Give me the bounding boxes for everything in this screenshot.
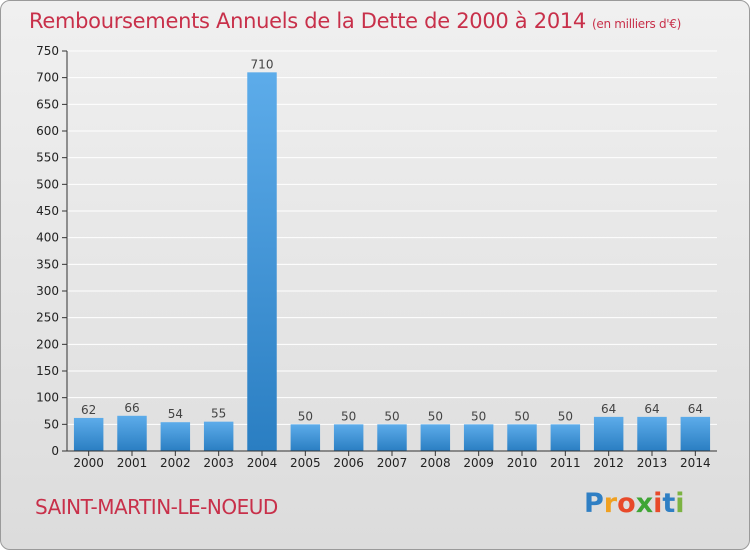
bar-value-label: 54 [168, 407, 183, 421]
bar-value-label: 710 [251, 57, 274, 71]
y-tick-label: 550 [36, 151, 59, 165]
bar-2003 [203, 421, 234, 451]
y-tick-label: 350 [36, 257, 59, 271]
y-tick-label: 0 [51, 444, 59, 458]
y-tick-label: 500 [36, 177, 59, 191]
x-tick-label: 2006 [333, 456, 364, 470]
x-tick-label: 2002 [160, 456, 191, 470]
bar-2012 [593, 416, 624, 451]
bar-2002 [160, 422, 191, 451]
y-tick-label: 750 [36, 44, 59, 58]
bar-2009 [463, 424, 494, 451]
bar-2005 [290, 424, 321, 451]
proxiti-logo: Proxiti [584, 488, 685, 519]
y-tick-label: 450 [36, 204, 59, 218]
x-tick-label: 2012 [593, 456, 624, 470]
logo-letter: i [653, 488, 663, 519]
bar-value-label: 62 [81, 403, 96, 417]
x-tick-label: 2010 [507, 456, 538, 470]
logo-letter: t [662, 488, 676, 519]
x-tick-label: 2000 [73, 456, 104, 470]
logo-letter: x [635, 488, 654, 519]
chart-unit-note: (en milliers d'€) [592, 17, 682, 31]
bar-2007 [377, 424, 407, 451]
y-tick-label: 600 [36, 124, 59, 138]
bar-2000 [73, 417, 104, 451]
bar-2013 [637, 416, 667, 451]
logo-letter: r [603, 488, 618, 519]
logo-letter: P [584, 488, 604, 519]
bar-value-label: 50 [384, 409, 399, 423]
bar-value-label: 50 [341, 409, 356, 423]
y-tick-label: 400 [36, 231, 59, 245]
bar-2014 [680, 416, 711, 451]
x-tick-label: 2009 [463, 456, 494, 470]
bar-2011 [550, 424, 581, 451]
bar-value-label: 55 [211, 407, 226, 421]
bar-value-label: 50 [514, 409, 529, 423]
x-tick-label: 2014 [680, 456, 711, 470]
chart-title-text: Remboursements Annuels de la Dette de 20… [29, 9, 586, 33]
y-tick-label: 150 [36, 364, 59, 378]
bar-value-label: 64 [601, 402, 616, 416]
y-tick-label: 50 [44, 417, 59, 431]
logo-letter: i [675, 488, 685, 519]
y-tick-label: 300 [36, 284, 59, 298]
chart-title: Remboursements Annuels de la Dette de 20… [29, 9, 681, 33]
bar-value-label: 50 [558, 409, 573, 423]
x-tick-label: 2008 [420, 456, 451, 470]
bar-2010 [507, 424, 537, 451]
y-tick-label: 650 [36, 97, 59, 111]
y-tick-label: 200 [36, 337, 59, 351]
bar-2004 [247, 72, 277, 451]
x-tick-label: 2004 [247, 456, 278, 470]
bar-2006 [333, 424, 364, 451]
x-tick-label: 2003 [203, 456, 234, 470]
y-tick-label: 100 [36, 391, 59, 405]
x-tick-label: 2007 [377, 456, 408, 470]
bar-value-label: 66 [124, 401, 139, 415]
bar-value-label: 50 [471, 409, 486, 423]
bar-value-label: 50 [428, 409, 443, 423]
bar-2001 [117, 415, 147, 451]
x-tick-label: 2001 [117, 456, 148, 470]
commune-name: SAINT-MARTIN-LE-NOEUD [35, 495, 278, 519]
x-tick-label: 2013 [637, 456, 668, 470]
y-tick-label: 250 [36, 311, 59, 325]
bar-value-label: 64 [644, 402, 659, 416]
bar-value-label: 64 [688, 402, 703, 416]
logo-letter: o [617, 488, 636, 519]
x-tick-label: 2005 [290, 456, 321, 470]
bar-value-label: 50 [298, 409, 313, 423]
y-tick-label: 700 [36, 71, 59, 85]
x-tick-label: 2011 [550, 456, 581, 470]
bar-2008 [420, 424, 451, 451]
